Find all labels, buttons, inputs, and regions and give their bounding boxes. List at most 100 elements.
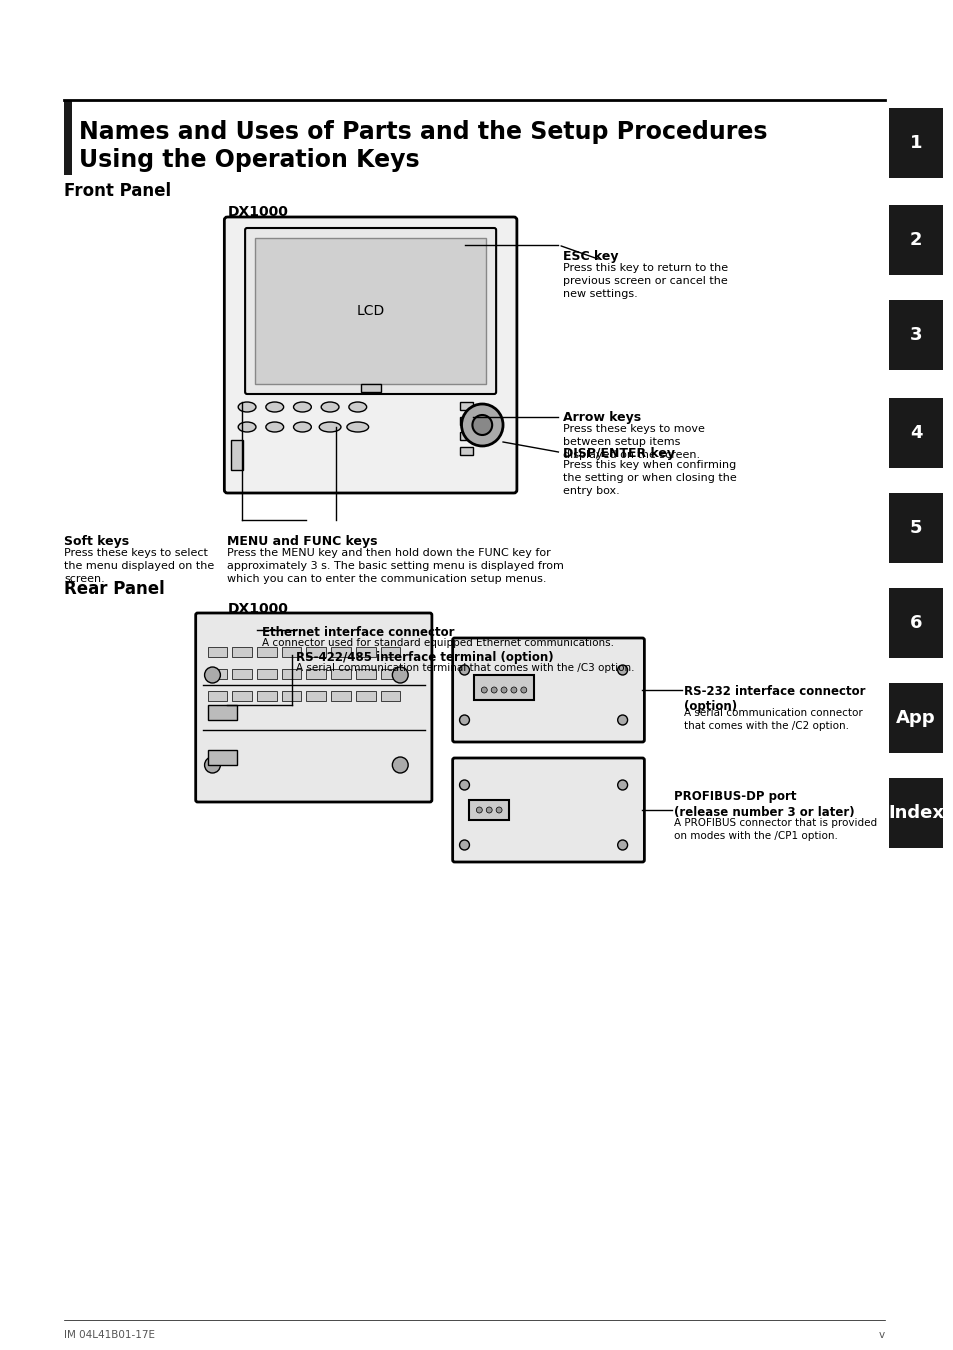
Text: Using the Operation Keys: Using the Operation Keys — [79, 148, 419, 171]
Text: Ethernet interface connector: Ethernet interface connector — [262, 626, 454, 639]
FancyBboxPatch shape — [195, 613, 432, 802]
Bar — [208, 751, 237, 765]
Text: Rear Panel: Rear Panel — [64, 580, 165, 598]
FancyBboxPatch shape — [452, 757, 643, 863]
FancyBboxPatch shape — [224, 217, 517, 493]
Circle shape — [459, 666, 469, 675]
Ellipse shape — [319, 423, 340, 432]
Bar — [355, 691, 375, 701]
Circle shape — [520, 687, 526, 693]
Bar — [331, 691, 351, 701]
Bar — [208, 670, 227, 679]
Bar — [232, 647, 252, 657]
Text: A connector used for standard equipped Ethernet communications.: A connector used for standard equipped E… — [262, 639, 614, 648]
Bar — [208, 705, 237, 720]
Text: A serial communication terminal that comes with the /C3 option.: A serial communication terminal that com… — [296, 663, 635, 674]
Ellipse shape — [321, 402, 338, 412]
Ellipse shape — [294, 423, 311, 432]
Text: 1: 1 — [909, 134, 922, 153]
Ellipse shape — [266, 402, 283, 412]
Ellipse shape — [266, 423, 283, 432]
Circle shape — [392, 757, 408, 774]
Bar — [459, 447, 473, 455]
Bar — [64, 100, 72, 176]
Text: RS-422/485 interface terminal (option): RS-422/485 interface terminal (option) — [296, 651, 554, 664]
Bar — [888, 108, 942, 178]
Bar — [888, 205, 942, 275]
Bar — [281, 691, 301, 701]
Text: Press these keys to move
between setup items
displayed on the screen.: Press these keys to move between setup i… — [563, 424, 704, 460]
Bar — [306, 691, 326, 701]
Text: DX1000: DX1000 — [227, 205, 288, 219]
Text: Press the MENU key and then hold down the FUNC key for
approximately 3 s. The ba: Press the MENU key and then hold down th… — [227, 548, 563, 585]
Bar — [331, 670, 351, 679]
Text: DISP/ENTER key: DISP/ENTER key — [563, 447, 675, 460]
FancyBboxPatch shape — [452, 639, 643, 742]
Circle shape — [617, 780, 627, 790]
Circle shape — [459, 716, 469, 725]
Ellipse shape — [294, 402, 311, 412]
Text: Press these keys to select
the menu displayed on the
screen.: Press these keys to select the menu disp… — [64, 548, 214, 585]
Circle shape — [496, 807, 501, 813]
Text: Index: Index — [887, 805, 943, 822]
Bar — [306, 647, 326, 657]
Circle shape — [617, 666, 627, 675]
Circle shape — [491, 687, 497, 693]
Circle shape — [486, 807, 492, 813]
Bar — [888, 398, 942, 468]
Bar — [459, 417, 473, 425]
Circle shape — [511, 687, 517, 693]
Bar — [256, 647, 276, 657]
Bar — [231, 440, 243, 470]
Bar — [459, 402, 473, 410]
Bar — [888, 683, 942, 753]
Text: Press this key when confirming
the setting or when closing the
entry box.: Press this key when confirming the setti… — [563, 460, 737, 497]
Bar — [306, 670, 326, 679]
Circle shape — [500, 687, 506, 693]
Bar — [474, 675, 533, 701]
Text: A PROFIBUS connector that is provided
on modes with the /CP1 option.: A PROFIBUS connector that is provided on… — [674, 818, 876, 841]
Ellipse shape — [238, 402, 255, 412]
Text: Soft keys: Soft keys — [64, 535, 130, 548]
Bar — [380, 647, 400, 657]
Circle shape — [204, 757, 220, 774]
Text: ESC key: ESC key — [563, 250, 618, 263]
Ellipse shape — [461, 404, 502, 446]
Ellipse shape — [238, 423, 255, 432]
Circle shape — [204, 667, 220, 683]
Bar — [281, 670, 301, 679]
Text: PROFIBUS-DP port
(release number 3 or later): PROFIBUS-DP port (release number 3 or la… — [674, 790, 854, 819]
Ellipse shape — [472, 414, 492, 435]
Bar — [459, 432, 473, 440]
Bar — [254, 238, 486, 383]
Text: Press this key to return to the
previous screen or cancel the
new settings.: Press this key to return to the previous… — [563, 263, 728, 300]
Circle shape — [617, 716, 627, 725]
Text: DX1000: DX1000 — [227, 602, 288, 616]
Bar — [469, 801, 509, 819]
Text: A serial communication connector
that comes with the /C2 option.: A serial communication connector that co… — [683, 707, 862, 732]
Text: 6: 6 — [909, 614, 922, 632]
FancyBboxPatch shape — [245, 228, 496, 394]
Bar — [232, 691, 252, 701]
Text: RS-232 interface connector
(option): RS-232 interface connector (option) — [683, 684, 864, 713]
Bar — [888, 589, 942, 657]
Circle shape — [476, 807, 482, 813]
Text: IM 04L41B01-17E: IM 04L41B01-17E — [64, 1330, 155, 1341]
Ellipse shape — [347, 423, 368, 432]
Circle shape — [392, 667, 408, 683]
Ellipse shape — [349, 402, 366, 412]
Bar — [380, 670, 400, 679]
Bar — [232, 670, 252, 679]
Bar — [888, 300, 942, 370]
Bar — [888, 493, 942, 563]
Circle shape — [459, 840, 469, 850]
Text: 3: 3 — [909, 325, 922, 344]
Bar — [355, 647, 375, 657]
Bar — [256, 691, 276, 701]
Text: 4: 4 — [909, 424, 922, 441]
Text: v: v — [878, 1330, 883, 1341]
Bar — [331, 647, 351, 657]
Circle shape — [459, 780, 469, 790]
Bar — [380, 691, 400, 701]
Text: Names and Uses of Parts and the Setup Procedures: Names and Uses of Parts and the Setup Pr… — [79, 120, 767, 144]
